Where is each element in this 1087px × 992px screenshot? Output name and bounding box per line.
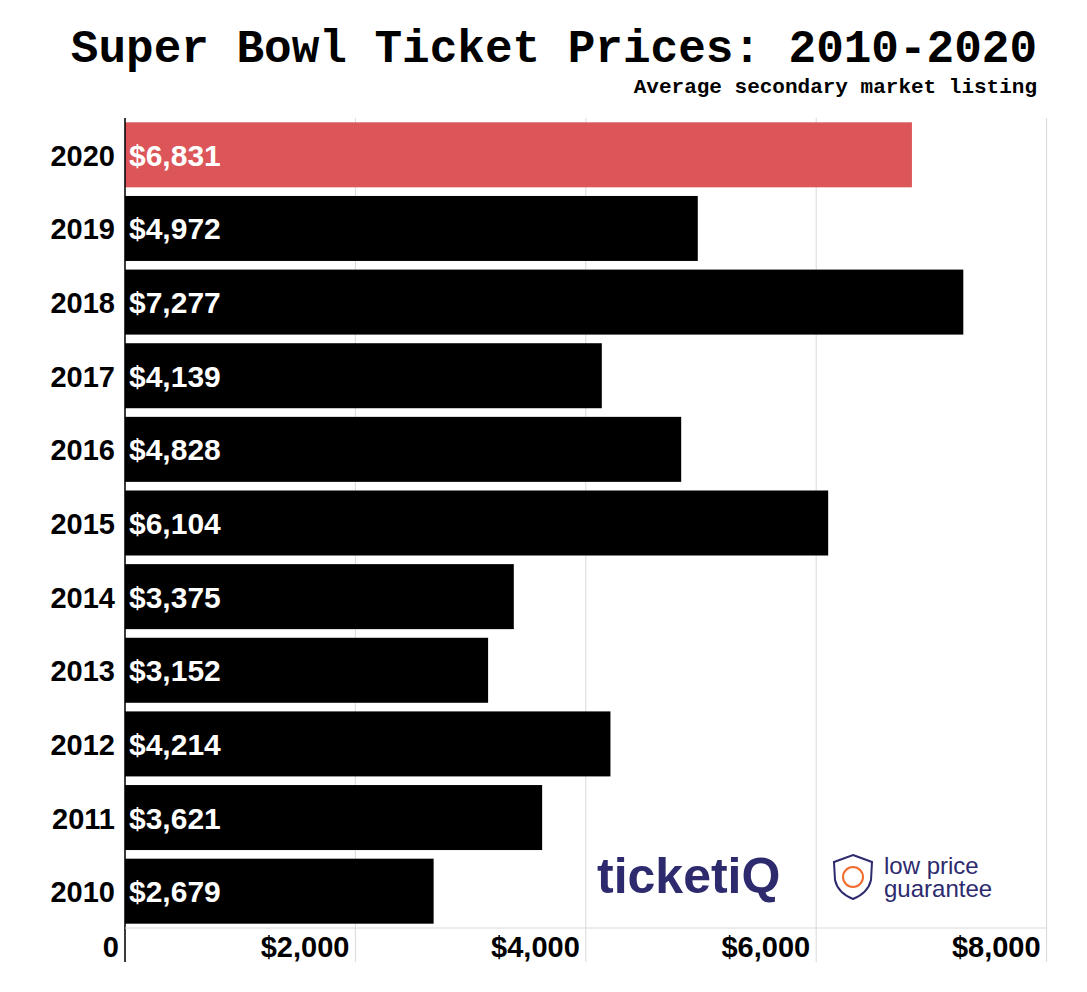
data-label: $6,831 [129,139,221,172]
data-label: $7,277 [129,286,221,319]
data-label: $6,104 [129,507,221,540]
bar [125,785,542,850]
chart: Super Bowl Ticket Prices: 2010-2020Avera… [0,0,1087,992]
title: Super Bowl Ticket Prices: 2010-2020 [71,24,1037,76]
bar [125,638,488,703]
category-label: 2011 [52,803,115,835]
bars [125,122,963,923]
bar [125,564,514,629]
bar [125,417,681,482]
category-label: 2012 [50,729,115,761]
data-label: $3,621 [129,802,221,835]
axis-range-line [125,928,1047,929]
bar [125,491,828,556]
category-label: 2013 [50,655,115,687]
bar [125,859,434,924]
logo-coin [843,867,863,887]
data-label: $4,139 [129,360,221,393]
bar [125,343,602,408]
data-label: $4,214 [129,728,221,761]
grid-line [1046,118,1047,962]
data-label: $4,828 [129,433,221,466]
tick-label: 0 [103,931,119,963]
logo-shield [834,855,872,899]
tick-label: $6,000 [721,931,810,963]
tick-label: $4,000 [491,931,580,963]
bar [125,711,610,776]
data-label: $2,679 [129,875,221,908]
category-label: 2016 [50,434,115,466]
logo-tagline: guarantee [884,875,992,902]
logo-text: ticketiQ [597,848,780,904]
logo: ticketiQlow priceguarantee [597,848,992,904]
category-label: 2017 [50,361,115,393]
category-label: 2010 [50,876,115,908]
bar [125,270,963,335]
subtitle: Average secondary market listing [634,76,1037,99]
labels: 2020 $6,831 2019 $4,972 2018 $7,277 2017 $4,139… [50,139,221,908]
grid [125,118,1047,962]
grid-line [125,118,126,962]
category-label: 2020 [50,140,115,172]
category-label: 2018 [50,287,115,319]
category-label: 2014 [50,582,115,614]
data-label: $3,375 [129,581,221,614]
axis-line [124,118,126,962]
category-label: 2015 [50,508,115,540]
bar [125,122,912,187]
category-label: 2019 [50,213,115,245]
data-label: $4,972 [129,212,221,245]
data-label: $3,152 [129,654,221,687]
tick-label: $2,000 [261,931,350,963]
tick-label: $8,000 [952,931,1041,963]
bar [125,196,698,261]
